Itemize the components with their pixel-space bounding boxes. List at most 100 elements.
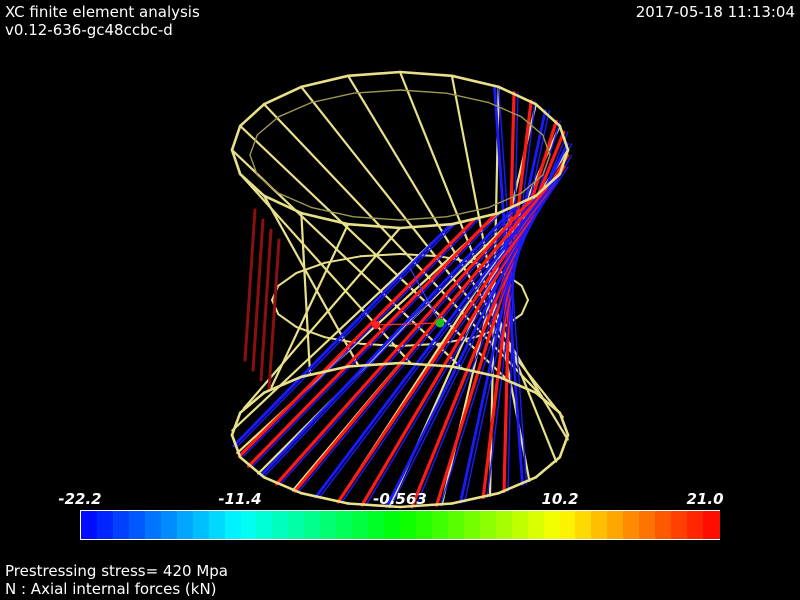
color-scale-segment [81,511,99,539]
app-title: XC finite element analysis [5,3,200,21]
scalar-bar-tick-3: -0.563 [373,490,427,508]
bottom-ring-segment [450,365,501,379]
inner-top-ring-segment [445,92,489,104]
bottom-ring-segment [497,475,538,495]
inner-top-ring-segment [277,192,313,209]
mesh-ring-mid [277,272,298,287]
color-scale-segment [384,511,402,539]
prestressed-cable [259,205,517,477]
top-ring-segment [346,222,402,230]
scalar-bar-tick-5: 21.0 [686,490,724,508]
inner-top-ring-segment [311,92,355,104]
color-scale-segment [623,511,641,539]
color-scale-segment [447,511,466,539]
color-scale-segment [400,511,418,539]
top-ring-segment [450,74,501,89]
bottom-ring-segment [346,361,402,368]
color-scale-segment [352,511,370,539]
top-ring-segment [534,172,562,198]
color-scale-segment [96,511,115,539]
scalar-bar-tick-1: -22.2 [58,490,102,508]
color-scale-segment [304,511,322,539]
top-ring-segment [398,222,454,230]
mesh-ring-mid [295,261,326,274]
version-label: v0.12-636-gc48ccbc-d [5,21,173,39]
color-scale-segment [415,511,434,539]
prestressed-cable-edge [264,206,520,477]
top-ring-segment [230,124,242,152]
color-scale-segment [703,511,721,539]
prestressed-cable-edge [251,213,501,467]
prestressed-cable-edge [279,197,537,485]
top-ring-segment [558,124,570,152]
inner-top-ring-segment [487,192,523,209]
compressed-strut [259,228,273,382]
bottom-ring-segment [398,502,454,509]
mesh-ring-mid [323,336,362,345]
mesh-generator [300,85,564,419]
inner-top-ring-segment [256,116,280,136]
inner-top-ring-segment [520,174,544,194]
prestressed-cable [293,187,548,493]
inner-top-ring-segment [311,206,355,218]
prestressed-cable-edge [341,166,569,503]
color-scale-segment [639,511,657,539]
mesh-ring-mid [438,255,477,264]
top-ring-segment [262,85,303,106]
inner-top-ring-segment [277,101,313,118]
bottom-ring-segment [230,411,242,437]
bottom-ring-segment [534,455,562,479]
color-scale-segment [495,511,513,539]
prestressed-cable-edge [242,219,479,457]
bottom-ring-segment [299,491,350,505]
prestressed-cable-edge [318,177,562,498]
color-scale-segment [336,511,354,539]
compressed-strut [251,218,265,372]
bottom-ring-segment [398,361,454,368]
scalar-bar-tick-2: -11.4 [218,490,262,508]
top-ring-segment [262,194,303,215]
bottom-ring-segment [558,411,570,437]
prestressed-cable [232,222,453,448]
bottom-ring-segment [534,391,562,415]
color-scale-segment [671,511,689,539]
x-axis-tip [372,321,380,329]
color-scale-segment [591,511,609,539]
color-scale-segment [479,511,497,539]
color-scale-segment [112,511,131,539]
bottom-ring-segment [230,433,242,459]
prestressed-cable [435,119,558,507]
color-scale-segment [128,511,147,539]
top-ring-segment [230,148,242,176]
timestamp: 2017-05-18 11:13:04 [635,3,795,21]
top-ring-segment [450,211,501,226]
scalar-bar-tick-4: 10.2 [541,490,579,508]
bottom-ring-segment [238,391,266,415]
inner-top-ring-segment [352,89,401,94]
color-scale-segment [511,511,529,539]
color-scale-segment [687,511,705,539]
mesh-generator [257,194,538,475]
mesh-generator [300,212,312,376]
mesh-ring-mid [295,326,326,339]
inner-top-ring-segment [487,101,523,118]
mesh-generator [239,173,412,365]
color-scale-segment [160,511,178,539]
top-ring-segment [497,85,538,106]
color-scale-segment [224,511,242,539]
top-ring-segment [497,194,538,215]
top-ring-segment [238,102,266,128]
color-scale-segment [655,511,673,539]
inner-top-ring-segment [256,174,280,194]
prestressed-cable-edge [237,223,456,447]
mesh-ring-mid [323,255,362,264]
mesh-generator [263,194,360,367]
color-scale-segment [144,511,163,539]
color-scale-segment [543,511,561,539]
color-scale-segment [368,511,386,539]
top-ring-segment [346,70,402,78]
mesh-generator [239,124,509,381]
origin-axes [372,267,445,329]
mesh-ring-mid [277,313,298,328]
